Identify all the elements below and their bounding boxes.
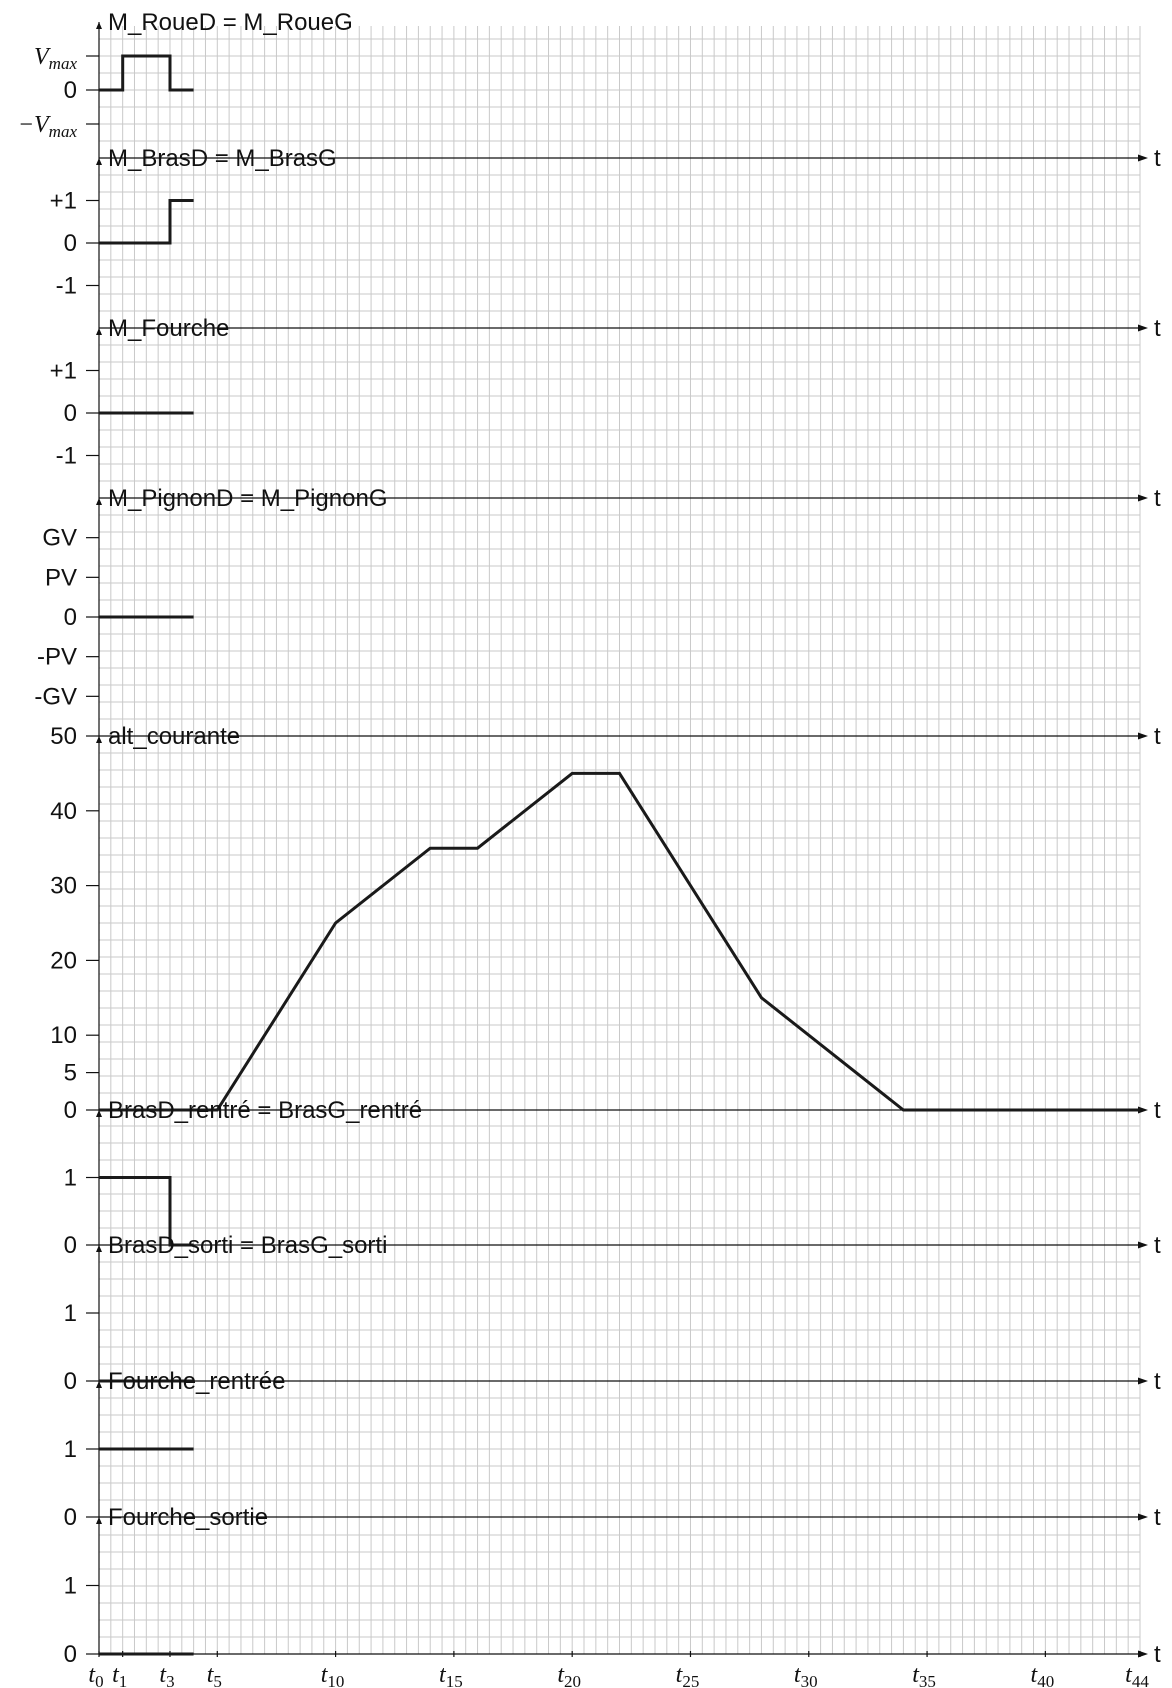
time-axis-label: t (1154, 1368, 1161, 1395)
time-tick-label: t30 (794, 1662, 818, 1688)
signal-line (99, 199, 194, 245)
y-tick-label: 40 (50, 798, 77, 825)
panel-title: BrasD_sorti = BrasG_sorti (108, 1232, 387, 1259)
y-tick-label: 1 (64, 1300, 77, 1327)
y-tick-label: 50 (50, 723, 77, 750)
y-tick-label: PV (45, 564, 77, 591)
time-axis-arrow (1138, 1513, 1148, 1521)
time-axis-arrow (1138, 1377, 1148, 1385)
time-axis-label: t (1154, 723, 1161, 750)
panel-title: M_RoueD = M_RoueG (108, 9, 353, 36)
panel-title: M_Fourche (108, 315, 229, 342)
signal-line (99, 1176, 194, 1247)
time-axis-label: t (1154, 1097, 1161, 1124)
time-axis-label: t (1154, 1504, 1161, 1531)
y-tick-label: 30 (50, 873, 77, 900)
y-tick-label: 0 (64, 1232, 77, 1259)
panel-title: Fourche_sortie (108, 1504, 268, 1531)
y-tick-label: 0 (64, 1097, 77, 1124)
y-tick-label: 0 (64, 604, 77, 631)
y-tick-label: 0 (64, 77, 77, 104)
y-axis-arrow (96, 1245, 102, 1252)
time-tick-label: t0 (88, 1662, 103, 1688)
time-tick-label: t40 (1031, 1662, 1055, 1688)
time-tick-label: t1 (112, 1662, 127, 1688)
time-axis-arrow (1138, 494, 1148, 502)
y-tick-label: −Vmax (18, 112, 78, 141)
time-tick-label: t25 (676, 1662, 700, 1688)
y-tick-label: +1 (50, 188, 77, 215)
label-layer: t M_RoueD = M_RoueG Vmax 0 −Vmax t M_BrasD = M… (18, 9, 1161, 1688)
time-axis-label: t (1154, 1641, 1161, 1668)
y-tick-label: 20 (50, 947, 77, 974)
y-tick-label: 0 (64, 1368, 77, 1395)
grid-layer (99, 26, 1141, 1654)
time-tick-label: t20 (557, 1662, 581, 1688)
time-tick-label: t10 (321, 1662, 345, 1688)
time-tick-label: t44 (1125, 1662, 1149, 1688)
panel-title: Fourche_rentrée (108, 1368, 285, 1395)
y-axis-arrow (96, 498, 102, 505)
y-tick-label: +1 (50, 358, 77, 385)
y-axis-arrow (96, 1110, 102, 1117)
y-tick-label: 1 (64, 1573, 77, 1600)
panel-title: alt_courante (108, 723, 240, 750)
axes-layer (86, 22, 1148, 1658)
y-tick-label: 1 (64, 1165, 77, 1192)
y-axis-arrow (96, 22, 102, 29)
y-tick-label: Vmax (34, 44, 77, 73)
y-tick-label: 0 (64, 230, 77, 257)
time-axis-arrow (1138, 1241, 1148, 1249)
y-tick-label: 0 (64, 1504, 77, 1531)
y-tick-label: 0 (64, 1641, 77, 1668)
y-tick-label: 10 (50, 1022, 77, 1049)
time-tick-label: t15 (439, 1662, 463, 1688)
time-axis-label: t (1154, 485, 1161, 512)
time-tick-label: t35 (912, 1662, 936, 1688)
y-tick-label: GV (42, 525, 77, 552)
time-axis-arrow (1138, 324, 1148, 332)
time-axis-arrow (1138, 732, 1148, 740)
time-axis-label: t (1154, 1232, 1161, 1259)
signal-line (99, 771, 1140, 1112)
y-tick-label: -1 (56, 443, 77, 470)
panel-title: BrasD_rentré = BrasG_rentré (108, 1097, 422, 1124)
panel-title: M_BrasD = M_BrasG (108, 145, 337, 172)
time-tick-label: t3 (159, 1662, 174, 1688)
y-axis-arrow (96, 158, 102, 165)
y-axis-arrow (96, 1517, 102, 1524)
time-axis-arrow (1138, 1106, 1148, 1114)
y-tick-label: 1 (64, 1436, 77, 1463)
time-axis-label: t (1154, 145, 1161, 172)
y-tick-label: -PV (37, 644, 77, 671)
y-tick-label: -1 (56, 273, 77, 300)
y-axis-arrow (96, 736, 102, 743)
time-tick-label: t5 (207, 1662, 222, 1688)
time-axis-arrow (1138, 154, 1148, 162)
y-tick-label: -GV (34, 683, 77, 710)
y-tick-label: 0 (64, 400, 77, 427)
y-axis-arrow (96, 1381, 102, 1388)
y-tick-label: 5 (64, 1060, 77, 1087)
signal-line (99, 54, 194, 92)
y-axis-arrow (96, 328, 102, 335)
time-axis-label: t (1154, 315, 1161, 342)
panel-title: M_PignonD = M_PignonG (108, 485, 388, 512)
signal-layer (99, 54, 1140, 1656)
